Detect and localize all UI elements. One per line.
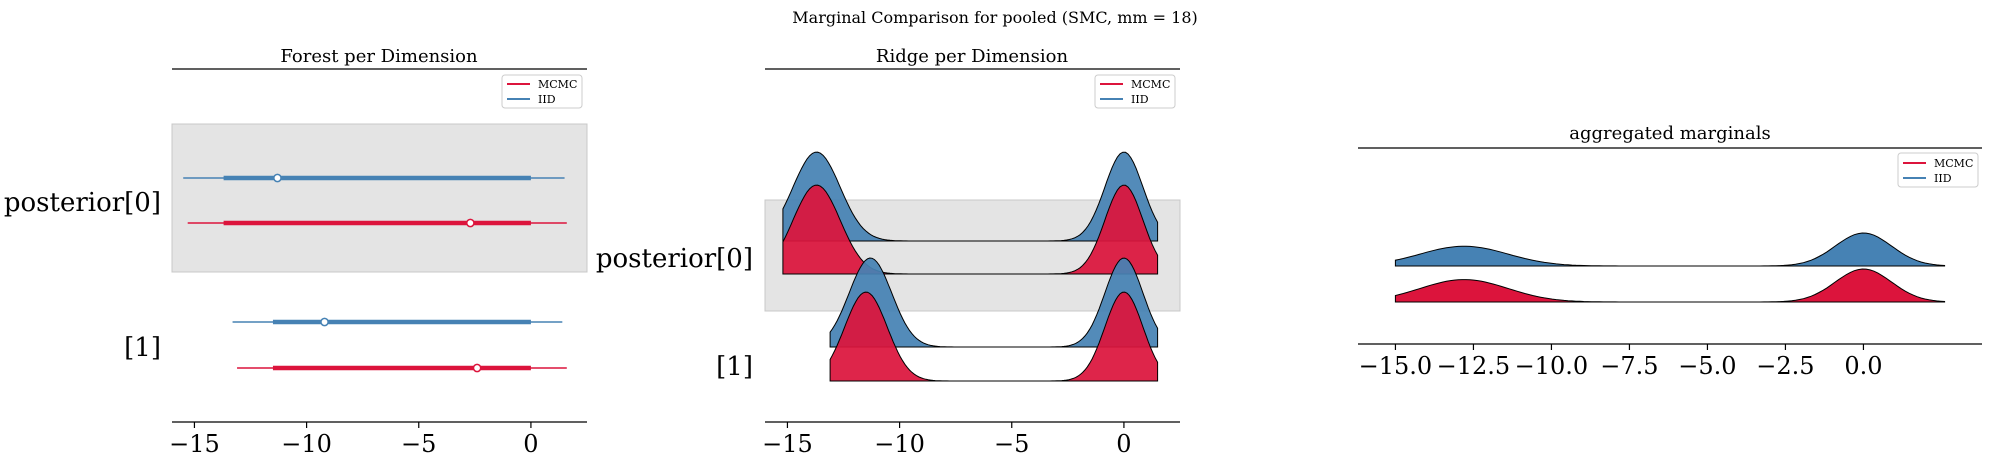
ridge-title: Ridge per Dimension	[876, 46, 1069, 67]
aggregated-legend: MCMC IID	[1897, 152, 1979, 188]
forest-tick-label: −15	[169, 430, 220, 458]
ridge-legend-mcmc-label: MCMC	[1131, 78, 1170, 91]
forest-highlight-band	[171, 123, 588, 273]
forest-category-label-0: posterior[0]	[4, 188, 161, 218]
forest-point-estimate	[472, 363, 482, 373]
ridge-legend: MCMC IID	[1094, 74, 1176, 109]
ridge-density-mcmc	[829, 291, 1159, 382]
forest-legend-iid-label: IID	[538, 93, 556, 106]
forest-legend-mcmc-label: MCMC	[538, 78, 577, 91]
forest-tick-label: −10	[281, 430, 332, 458]
ridge-tick-label: −5	[994, 430, 1029, 458]
forest-category-label-1: [1]	[124, 333, 161, 363]
ridge-tick-label: −10	[874, 430, 925, 458]
aggregated-tick-label: 0.0	[1844, 352, 1882, 380]
aggregated-legend-iid-label: IID	[1934, 172, 1952, 185]
aggregated-tick-label: −5.0	[1678, 352, 1736, 380]
forest-title: Forest per Dimension	[280, 46, 478, 67]
forest-panel: Forest per Dimension posterior[0] [1] −1…	[4, 46, 588, 458]
aggregated-density-mcmc	[1394, 268, 1946, 303]
aggregated-title: aggregated marginals	[1569, 123, 1770, 144]
ridge-category-label-1: [1]	[716, 352, 753, 382]
forest-point-estimate	[320, 317, 329, 327]
ridge-tick-label: −15	[762, 430, 813, 458]
aggregated-tick-label: −7.5	[1600, 352, 1658, 380]
aggregated-density-iid	[1394, 232, 1946, 267]
ridge-tick-label: 0	[1116, 430, 1131, 458]
forest-point-estimate	[466, 218, 475, 228]
figure-suptitle: Marginal Comparison for pooled (SMC, mm …	[792, 8, 1197, 27]
aggregated-tick-label: −10.0	[1515, 352, 1589, 380]
aggregated-legend-mcmc-label: MCMC	[1934, 157, 1973, 170]
forest-tick-label: −5	[401, 430, 436, 458]
forest-legend: MCMC IID	[501, 74, 583, 109]
forest-point-estimate	[273, 173, 282, 183]
ridge-category-label-0: posterior[0]	[596, 244, 753, 274]
ridge-legend-iid-label: IID	[1131, 93, 1149, 106]
forest-tick-label: 0	[523, 430, 538, 458]
aggregated-tick-label: −2.5	[1756, 352, 1814, 380]
aggregated-tick-label: −15.0	[1359, 352, 1433, 380]
ridge-panel: Ridge per Dimension posterior[0] [1] −15…	[596, 46, 1181, 458]
aggregated-panel: aggregated marginals −15.0 −12.5 −10.0 −7.5…	[1358, 123, 1982, 380]
aggregated-tick-label: −12.5	[1437, 352, 1511, 380]
